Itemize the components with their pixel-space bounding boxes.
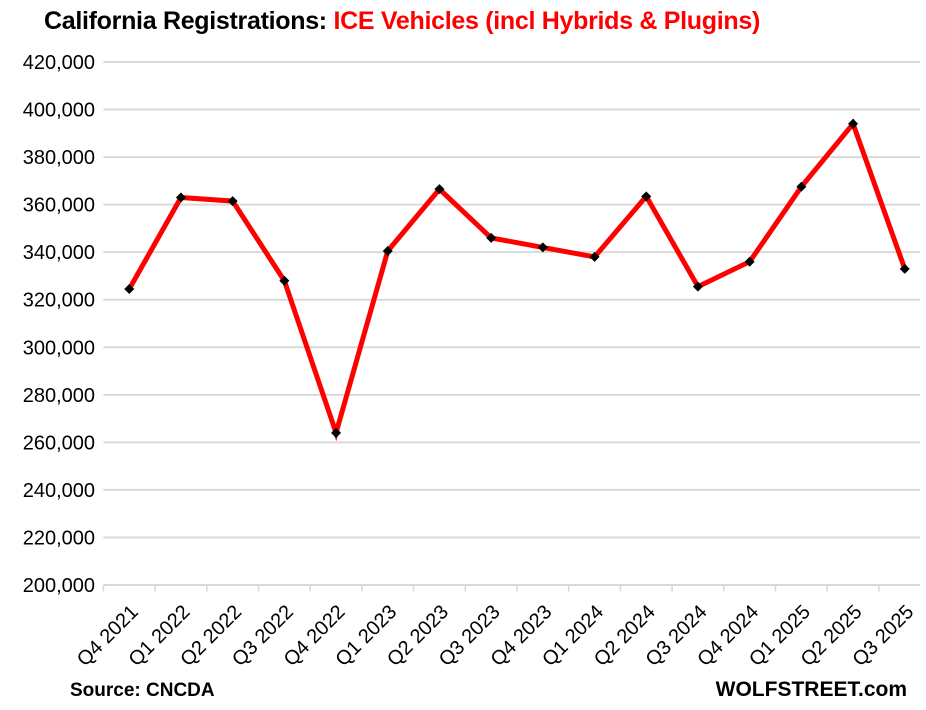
data-point-marker	[899, 263, 910, 274]
y-tick-label: 280,000	[23, 385, 95, 407]
wolfstreet-watermark: WOLFSTREET.com	[715, 678, 907, 701]
y-tick-label: 360,000	[23, 195, 95, 217]
y-tick-label: 400,000	[23, 100, 95, 122]
data-point-marker	[434, 184, 445, 195]
chart-title-highlight: ICE Vehicles (incl Hybrids & Plugins)	[333, 7, 760, 35]
y-tick-label: 380,000	[23, 147, 95, 169]
chart-title: California Registrations: ICE Vehicles (…	[44, 7, 760, 36]
y-tick-label: 260,000	[23, 432, 95, 454]
chart-title-prefix: California Registrations:	[44, 7, 334, 35]
data-point-marker	[796, 181, 807, 192]
y-tick-label: 340,000	[23, 242, 95, 264]
data-point-marker	[486, 232, 497, 243]
data-point-marker	[124, 284, 135, 295]
y-tick-label: 200,000	[23, 575, 95, 597]
data-point-marker	[279, 275, 290, 286]
y-tick-label: 240,000	[23, 480, 95, 502]
data-point-marker	[331, 427, 342, 438]
data-point-marker	[175, 192, 186, 203]
y-tick-label: 320,000	[23, 290, 95, 312]
data-point-marker	[848, 118, 859, 129]
y-tick-label: 420,000	[23, 52, 95, 74]
source-note: Source: CNCDA	[70, 680, 215, 701]
data-point-marker	[641, 191, 652, 202]
data-point-marker	[227, 196, 238, 207]
data-point-marker	[589, 251, 600, 262]
y-tick-label: 300,000	[23, 337, 95, 359]
y-tick-label: 220,000	[23, 527, 95, 549]
data-point-marker	[537, 242, 548, 253]
data-line	[126, 118, 908, 442]
data-point-marker	[692, 281, 703, 292]
data-point-marker	[382, 245, 393, 256]
data-point-marker	[744, 256, 755, 267]
